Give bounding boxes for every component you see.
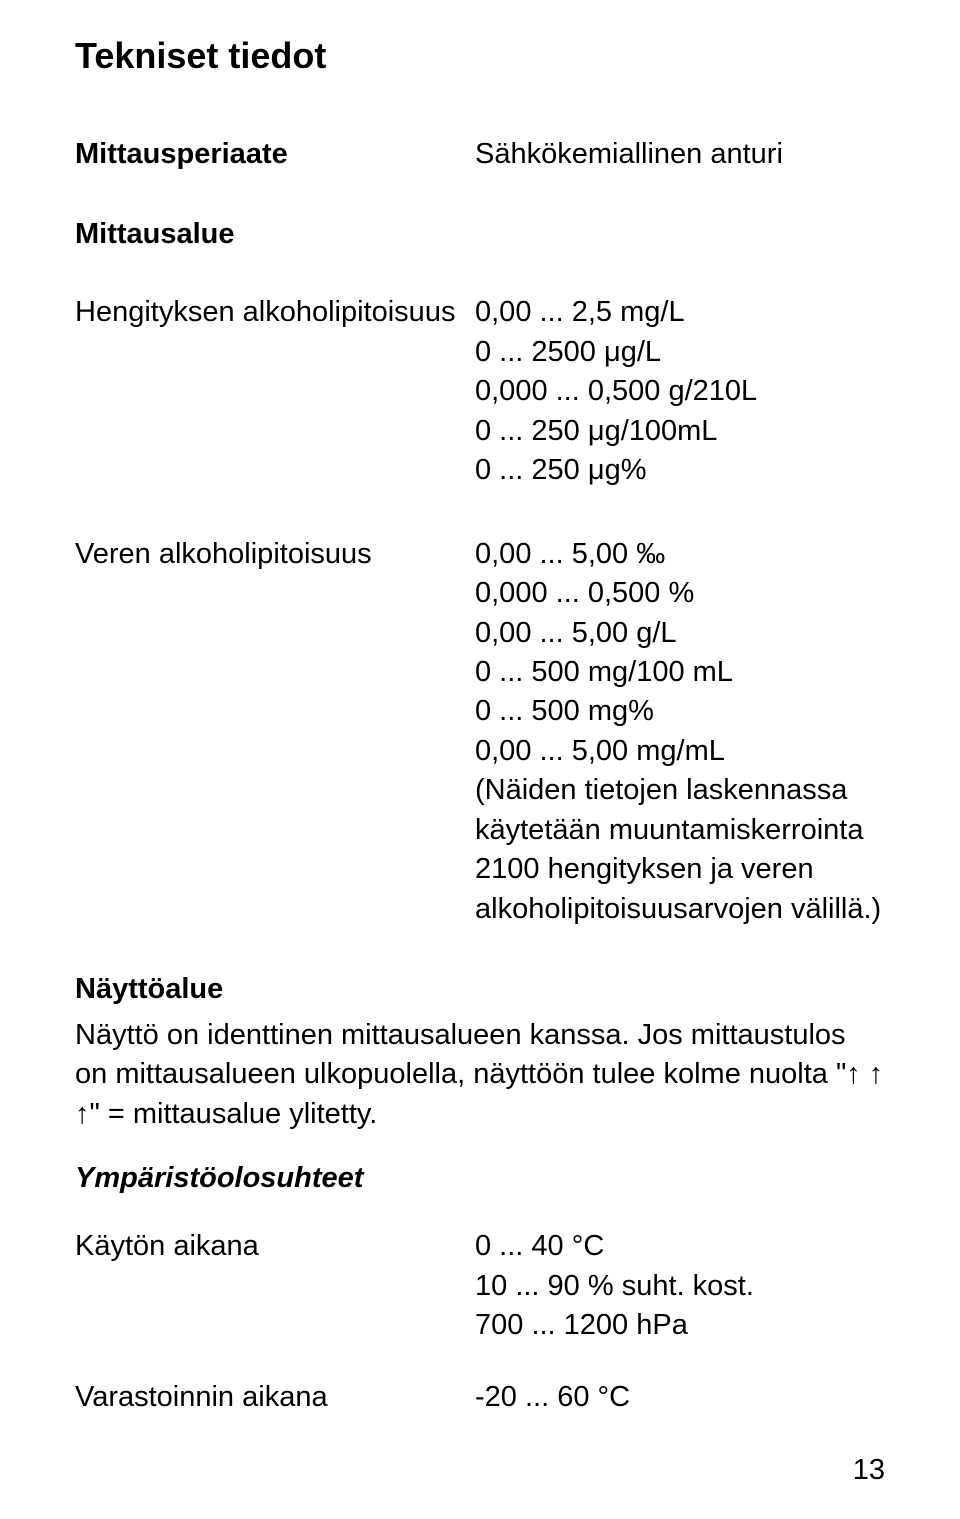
- breath-alcohol-label: Hengityksen alkoholipitoisuus: [75, 293, 475, 490]
- storage-label: Varastoinnin aikana: [75, 1378, 475, 1417]
- operation-values: 0 ... 40 °C 10 ... 90 % suht. kost. 700 …: [475, 1227, 885, 1345]
- breath-value-line: 0 ... 2500 μg/L: [475, 333, 885, 372]
- operation-value-line: 10 ... 90 % suht. kost.: [475, 1267, 885, 1306]
- blood-alcohol-label: Veren alkoholipitoisuus: [75, 535, 475, 929]
- page-number: 13: [853, 1454, 885, 1487]
- breath-alcohol-values: 0,00 ... 2,5 mg/L 0 ... 2500 μg/L 0,000 …: [475, 293, 885, 490]
- measuring-principle-label: Mittausperiaate: [75, 135, 475, 174]
- breath-value-line: 0 ... 250 μg%: [475, 451, 885, 490]
- blood-value-line: 0 ... 500 mg%: [475, 692, 885, 731]
- display-range-heading: Näyttöalue: [75, 973, 885, 1006]
- operation-label: Käytön aikana: [75, 1227, 475, 1345]
- breath-value-line: 0 ... 250 μg/100mL: [475, 412, 885, 451]
- environmental-conditions-heading: Ympäristöolosuhteet: [75, 1162, 885, 1195]
- page-title: Tekniset tiedot: [75, 35, 885, 77]
- paragraph-text: " = mittausalue ylitetty.: [90, 1098, 378, 1130]
- blood-value-line: 0,00 ... 5,00 ‰: [475, 535, 885, 574]
- operation-value-line: 0 ... 40 °C: [475, 1227, 885, 1266]
- display-range-paragraph: Näyttö on identtinen mittausalueen kanss…: [75, 1016, 885, 1134]
- blood-value-note: (Näiden tietojen laskennassa käytetään m…: [475, 771, 885, 929]
- blood-value-line: 0,000 ... 0,500 %: [475, 574, 885, 613]
- storage-value: -20 ... 60 °C: [475, 1378, 885, 1417]
- blood-value-line: 0,00 ... 5,00 mg/mL: [475, 732, 885, 771]
- measuring-principle-value: Sähkökemiallinen anturi: [475, 135, 885, 174]
- breath-value-line: 0,000 ... 0,500 g/210L: [475, 372, 885, 411]
- paragraph-text: Näyttö on identtinen mittausalueen kanss…: [75, 1019, 846, 1090]
- blood-alcohol-values: 0,00 ... 5,00 ‰ 0,000 ... 0,500 % 0,00 .…: [475, 535, 885, 929]
- operation-value-line: 700 ... 1200 hPa: [475, 1306, 885, 1345]
- measuring-range-heading: Mittausalue: [75, 218, 885, 251]
- blood-value-line: 0 ... 500 mg/100 mL: [475, 653, 885, 692]
- blood-value-line: 0,00 ... 5,00 g/L: [475, 614, 885, 653]
- breath-value-line: 0,00 ... 2,5 mg/L: [475, 293, 885, 332]
